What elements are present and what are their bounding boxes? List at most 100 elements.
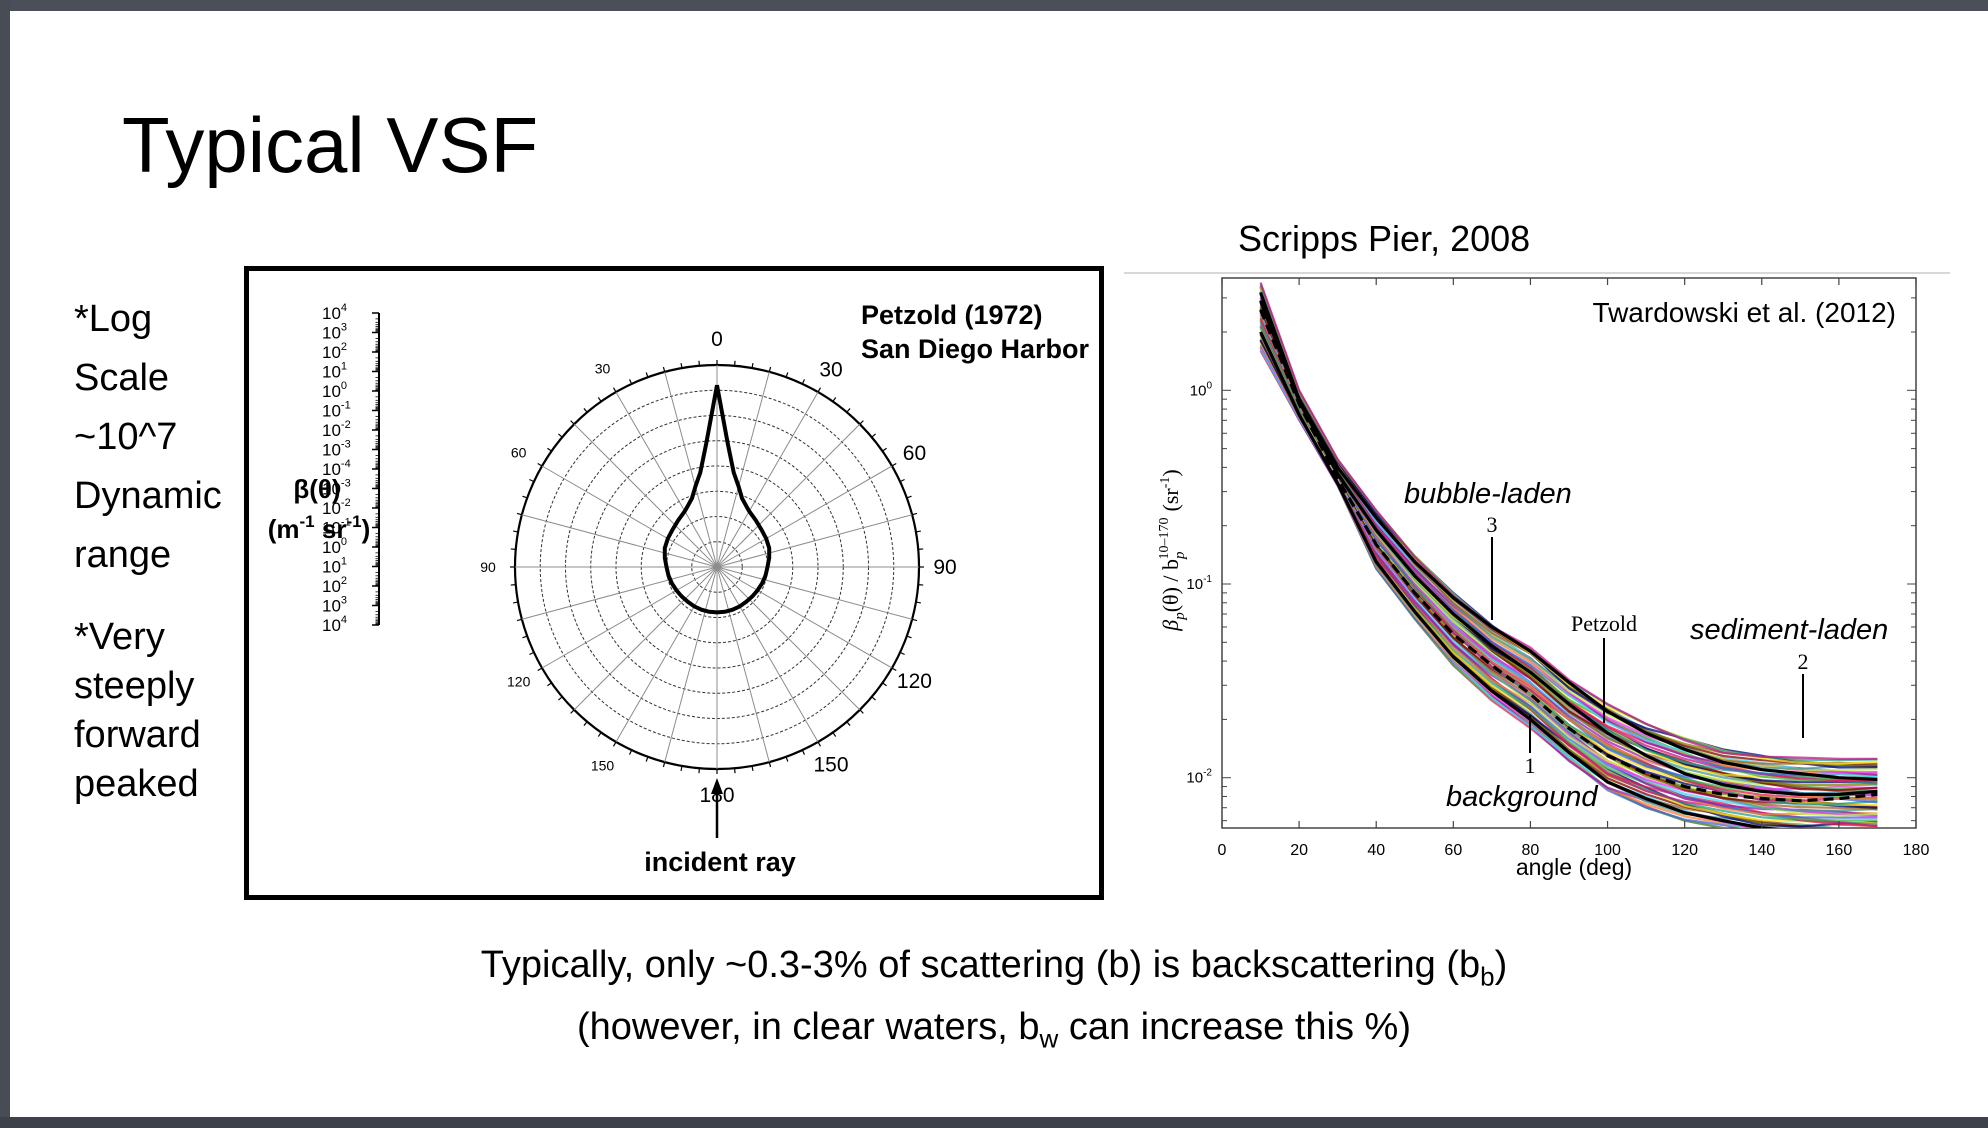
y-tick-label: 100: [1190, 380, 1213, 399]
x-axis-label: angle (deg): [1516, 854, 1632, 880]
polar-tick: [832, 732, 837, 737]
note-line: forward: [74, 714, 201, 756]
polar-tick: [628, 749, 633, 755]
caption-line-2: (however, in clear waters, bw can increa…: [576, 1005, 1412, 1054]
polar-spoke: [521, 514, 718, 568]
polar-spoke: [573, 566, 718, 711]
bubble-laden-label: bubble-laden: [1404, 478, 1572, 510]
polar-title-group: Petzold (1972) San Diego Harbor: [861, 300, 1090, 364]
polar-tick: [522, 635, 528, 639]
polar-angle-label-mirror: 30: [595, 361, 611, 377]
polar-tick: [597, 397, 602, 402]
polar-spoke: [615, 566, 718, 743]
polar-tick: [645, 372, 649, 378]
polar-angle-label: 90: [933, 556, 956, 579]
polar-tick: [583, 408, 588, 413]
window-top-bar: [0, 0, 1988, 11]
polar-tick: [558, 696, 563, 701]
x-tick-label: 80: [1522, 842, 1540, 859]
radial-scale-label: 101: [322, 361, 347, 382]
polar-tick: [899, 478, 905, 483]
radial-label: β(θ): [293, 474, 340, 504]
scripps-vsf-chart: 0 20 40 60 80 100 120 140 160 180 100 10-1 10-2 Twar…: [1157, 277, 1929, 880]
radial-unit: (m-1 sr-1): [268, 512, 371, 544]
polar-tick: [911, 512, 918, 516]
polar-tick: [680, 765, 683, 771]
radial-scale-label: 10-2: [322, 497, 351, 518]
polar-tick: [583, 721, 588, 726]
polar-tick: [801, 749, 806, 755]
incident-ray-arrowhead: [711, 778, 723, 794]
polar-tick: [547, 682, 552, 687]
polar-tick: [768, 366, 772, 373]
y-tick-label: 10-2: [1186, 768, 1212, 787]
petzold-polar-chart: Petzold (1972) San Diego Harbor β(θ) (m-…: [244, 266, 1104, 900]
radial-scale-label: 10-3: [322, 478, 351, 499]
polar-angle-label-mirror: 60: [511, 445, 527, 461]
polar-spoke: [716, 371, 770, 568]
polar-spoke: [716, 566, 913, 620]
polar-tick: [628, 379, 633, 385]
polar-tick: [751, 363, 754, 369]
radial-scale-label: 102: [322, 341, 347, 362]
polar-spoke: [716, 566, 893, 669]
series-background: [1259, 331, 1782, 828]
polar-tick: [529, 478, 535, 483]
radial-scale-label: 102: [322, 575, 347, 596]
polar-tick: [817, 387, 822, 393]
slide-caption: Typically, only ~0.3-3% of scattering (b…: [0, 940, 1988, 1063]
polar-spoke: [541, 465, 718, 568]
polar-tick: [751, 765, 754, 771]
polar-tick: [768, 761, 772, 768]
radial-scale-label: 10-1: [322, 517, 351, 538]
incident-ray-label: incident ray: [644, 847, 796, 877]
polar-tick: [570, 420, 575, 425]
polar-tick: [513, 530, 519, 533]
polar-tick: [597, 732, 602, 737]
polar-spoke: [716, 423, 861, 568]
polar-tick: [911, 618, 918, 622]
polar-tick: [871, 696, 876, 701]
polar-tick: [801, 379, 806, 385]
polar-angle-label-mirror: 90: [480, 559, 496, 575]
series-sediment-laden: [1259, 300, 1878, 796]
note-line: peaked: [74, 763, 199, 805]
polar-tick: [859, 709, 864, 714]
bubble-marker-number: 3: [1487, 512, 1498, 537]
note-line: *Log: [74, 298, 153, 340]
polar-angle-label: 30: [819, 359, 842, 382]
incident-ray: incident ray: [644, 778, 796, 877]
series-petzold: [1259, 309, 1878, 803]
polar-tick: [915, 530, 921, 533]
radial-scale-label: 103: [322, 595, 347, 616]
polar-tick: [612, 387, 617, 393]
radial-axis-label: β(θ) (m-1 sr-1): [268, 474, 371, 544]
sediment-laden-label: sediment-laden: [1690, 614, 1888, 646]
polar-tick: [645, 756, 649, 762]
source-annotation: Twardowski et al. (2012): [1593, 297, 1896, 328]
radial-scale-label: 10-1: [322, 400, 351, 421]
right-chart-heading: Scripps Pier, 2008: [1238, 218, 1531, 259]
petzold-label: Petzold: [1571, 611, 1637, 636]
polar-tick: [832, 397, 837, 402]
polar-tick: [882, 682, 887, 687]
polar-tick: [906, 495, 912, 499]
polar-angle-label-mirror: 120: [507, 674, 531, 690]
note-line: Scale: [74, 357, 170, 399]
background-label: background: [1446, 781, 1598, 813]
polar-tick: [662, 761, 666, 768]
ensemble-curve: [1259, 282, 1878, 760]
polar-tick: [513, 601, 519, 604]
note-line: ~10^7: [74, 416, 178, 458]
radial-scale-label: 104: [322, 614, 347, 635]
sediment-marker-number: 2: [1798, 649, 1809, 674]
polar-angle-label: 120: [897, 670, 932, 693]
x-tick-label: 60: [1444, 842, 1462, 859]
x-tick-label: 140: [1748, 842, 1775, 859]
polar-tick: [891, 667, 897, 672]
background-marker-number: 1: [1525, 753, 1536, 778]
radial-scale-label: 104: [322, 302, 347, 323]
radial-scale-label: 10-2: [322, 419, 351, 440]
highlighted-series: [1259, 291, 1878, 828]
polar-tick: [537, 667, 543, 672]
